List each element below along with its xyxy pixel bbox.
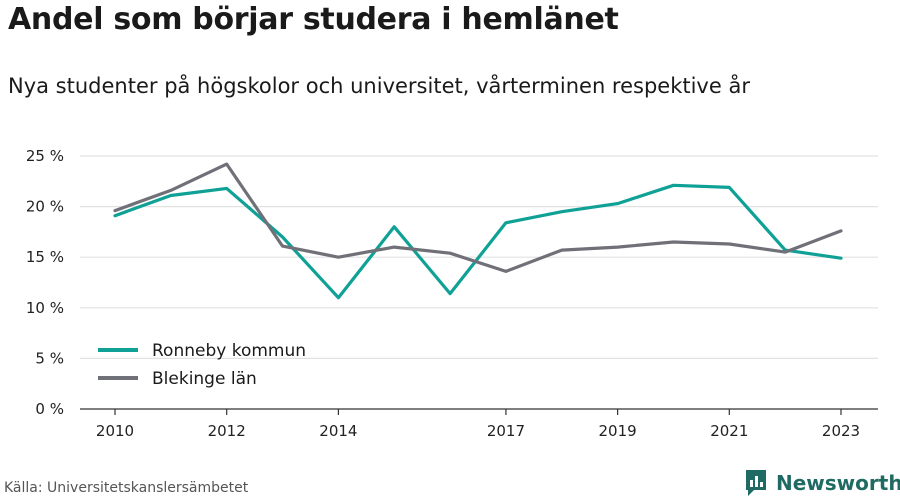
series-line-blekinge	[113, 162, 843, 273]
brand: Newsworthy	[744, 468, 900, 498]
brand-name: Newsworthy	[776, 471, 900, 495]
series-line-ronneby	[113, 183, 843, 300]
y-tick-label: 0 %	[35, 400, 64, 418]
y-axis: 0 % 5 % 10 % 15 % 20 % 25 %	[26, 147, 64, 418]
x-tick-label: 2012	[208, 422, 246, 440]
legend: Ronneby kommun Blekinge län	[98, 341, 306, 389]
x-tick-label: 2023	[822, 422, 860, 440]
y-tick-label: 25 %	[26, 147, 64, 165]
chart-title: Andel som börjar studera i hemlänet	[8, 2, 619, 37]
y-tick-label: 20 %	[26, 198, 64, 216]
x-axis: 2010 2012 2014 2017 2019 2021 2023	[80, 408, 878, 440]
x-tick-label: 2010	[96, 422, 134, 440]
x-tick-label: 2019	[599, 422, 637, 440]
y-tick-label: 10 %	[26, 299, 64, 317]
x-tick-label: 2017	[487, 422, 525, 440]
x-tick-label: 2021	[710, 422, 748, 440]
legend-label: Blekinge län	[152, 369, 257, 389]
chart-subtitle: Nya studenter på högskolor och universit…	[8, 74, 750, 98]
legend-label: Ronneby kommun	[152, 341, 306, 361]
series-lines	[113, 162, 843, 300]
y-tick-label: 15 %	[26, 248, 64, 266]
newsworthy-logo-icon	[746, 470, 766, 496]
x-tick-label: 2014	[319, 422, 357, 440]
y-tick-label: 5 %	[35, 349, 64, 367]
source-note: Källa: Universitetskanslersämbetet	[4, 480, 249, 496]
